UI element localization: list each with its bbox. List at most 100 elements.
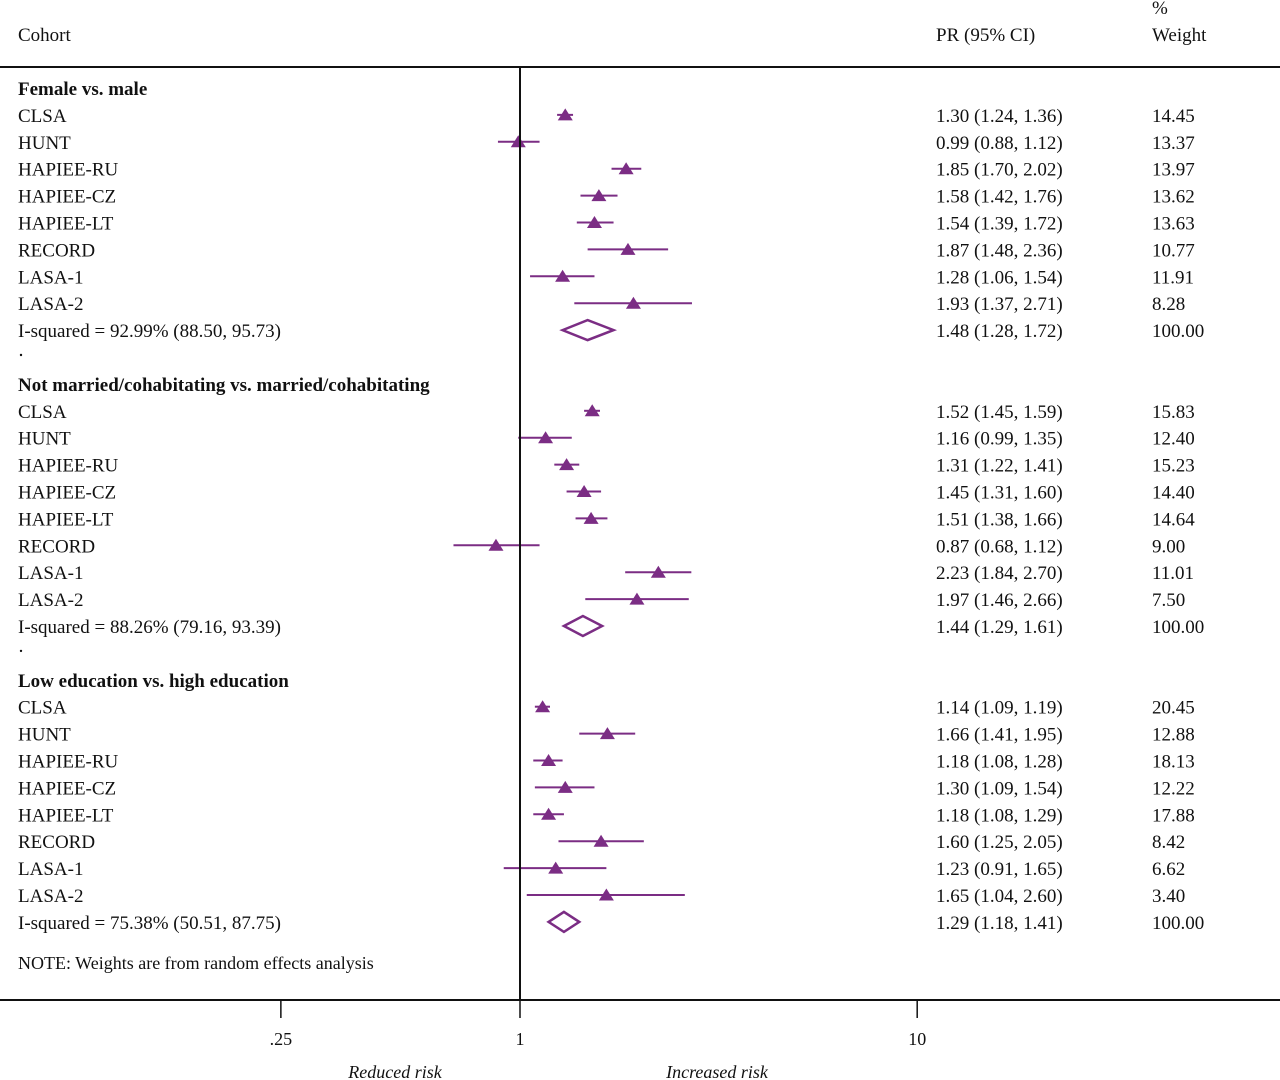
study-pr-ci: 1.87 (1.48, 2.36): [936, 240, 1063, 261]
study-label: LASA-1: [18, 267, 83, 288]
point-estimate-marker: [557, 108, 573, 121]
study-pr-ci: 1.23 (0.91, 1.65): [936, 859, 1063, 880]
point-estimate-marker: [541, 807, 557, 820]
study-pr-ci: 1.52 (1.45, 1.59): [936, 402, 1063, 423]
study-pr-ci: 1.30 (1.24, 1.36): [936, 106, 1063, 127]
study-weight: 14.45: [1152, 106, 1195, 127]
study-weight: 13.63: [1152, 214, 1195, 235]
study-pr-ci: 1.65 (1.04, 2.60): [936, 886, 1063, 907]
study-weight: 6.62: [1152, 859, 1185, 880]
study-pr-ci: 1.31 (1.22, 1.41): [936, 456, 1063, 477]
study-weight: 12.22: [1152, 778, 1195, 799]
study-weight: 14.64: [1152, 509, 1195, 530]
overall-weight: 100.00: [1152, 321, 1204, 342]
study-label: HAPIEE-RU: [18, 456, 119, 477]
pooled-estimate-diamond: [561, 614, 605, 638]
header-weight-percent: %: [1152, 0, 1168, 19]
group-header: Low education vs. high education: [18, 671, 289, 692]
study-label: HUNT: [18, 429, 71, 450]
point-estimate-marker: [629, 592, 645, 605]
overall-pr-ci: 1.44 (1.29, 1.61): [936, 617, 1063, 638]
point-estimate-marker: [598, 888, 614, 901]
study-label: HUNT: [18, 725, 71, 746]
study-pr-ci: 1.18 (1.08, 1.28): [936, 752, 1063, 773]
point-estimate-marker: [591, 189, 607, 202]
study-label: HAPIEE-LT: [18, 509, 114, 530]
point-estimate-marker: [625, 296, 641, 309]
study-pr-ci: 0.87 (0.68, 1.12): [936, 536, 1063, 557]
study-weight: 11.01: [1152, 563, 1194, 584]
study-label: HAPIEE-CZ: [18, 778, 116, 799]
study-weight: 9.00: [1152, 536, 1185, 557]
heterogeneity-label: I-squared = 88.26% (79.16, 93.39): [18, 617, 281, 638]
study-label: HAPIEE-CZ: [18, 483, 116, 504]
x-tick-label: 10: [908, 1029, 926, 1049]
study-label: LASA-2: [18, 590, 83, 611]
point-estimate-marker: [620, 242, 636, 255]
point-estimate-marker: [538, 431, 554, 444]
study-pr-ci: 1.18 (1.08, 1.29): [936, 805, 1063, 826]
study-label: HAPIEE-LT: [18, 805, 114, 826]
group-header: Female vs. male: [18, 79, 147, 100]
pooled-estimate-diamond: [559, 318, 618, 342]
study-weight: 12.40: [1152, 429, 1195, 450]
study-weight: 13.97: [1152, 160, 1195, 181]
overall-pr-ci: 1.48 (1.28, 1.72): [936, 321, 1063, 342]
study-label: RECORD: [18, 832, 95, 853]
study-weight: 10.77: [1152, 240, 1195, 261]
study-weight: 12.88: [1152, 725, 1195, 746]
heterogeneity-label: I-squared = 75.38% (50.51, 87.75): [18, 913, 281, 934]
study-label: HAPIEE-LT: [18, 214, 114, 235]
study-label: CLSA: [18, 106, 67, 127]
point-estimate-marker: [548, 861, 564, 874]
point-estimate-marker: [555, 269, 571, 282]
study-weight: 15.23: [1152, 456, 1195, 477]
pooled-estimate-diamond: [546, 910, 582, 934]
study-label: RECORD: [18, 240, 95, 261]
point-estimate-marker: [593, 834, 609, 847]
point-estimate-marker: [541, 754, 557, 766]
study-label: HUNT: [18, 133, 71, 154]
note-text: NOTE: Weights are from random effects an…: [18, 953, 374, 973]
point-estimate-marker: [583, 511, 599, 524]
heterogeneity-label: I-squared = 92.99% (88.50, 95.73): [18, 321, 281, 342]
separator-dot: [19, 649, 23, 653]
point-estimate-marker: [576, 485, 592, 497]
study-weight: 8.42: [1152, 832, 1185, 853]
study-pr-ci: 1.14 (1.09, 1.19): [936, 698, 1063, 719]
study-weight: 20.45: [1152, 698, 1195, 719]
study-weight: 13.37: [1152, 133, 1195, 154]
study-label: CLSA: [18, 698, 67, 719]
study-pr-ci: 0.99 (0.88, 1.12): [936, 133, 1063, 154]
point-estimate-marker: [650, 565, 666, 578]
point-estimate-marker: [559, 458, 575, 471]
point-estimate-marker: [599, 727, 615, 740]
study-weight: 13.62: [1152, 187, 1195, 208]
separator-dot: [19, 353, 23, 357]
study-weight: 14.40: [1152, 483, 1195, 504]
study-label: HAPIEE-CZ: [18, 187, 116, 208]
study-pr-ci: 1.93 (1.37, 2.71): [936, 294, 1063, 315]
study-pr-ci: 1.85 (1.70, 2.02): [936, 160, 1063, 181]
x-tick-label: .25: [270, 1029, 293, 1049]
study-pr-ci: 2.23 (1.84, 2.70): [936, 563, 1063, 584]
point-estimate-marker: [584, 404, 600, 417]
increased-risk-label: Increased risk: [665, 1062, 769, 1080]
study-pr-ci: 1.97 (1.46, 2.66): [936, 590, 1063, 611]
study-pr-ci: 1.30 (1.09, 1.54): [936, 778, 1063, 799]
study-pr-ci: 1.51 (1.38, 1.66): [936, 509, 1063, 530]
study-weight: 11.91: [1152, 267, 1194, 288]
study-weight: 7.50: [1152, 590, 1185, 611]
point-estimate-marker: [618, 162, 634, 175]
study-label: CLSA: [18, 402, 67, 423]
study-label: LASA-2: [18, 886, 83, 907]
header-weight: Weight: [1152, 25, 1207, 46]
study-label: LASA-2: [18, 294, 83, 315]
plot-layer: Female vs. male CLSA 1.30 (1.24, 1.36) 14.4…: [18, 67, 1204, 1049]
overall-weight: 100.00: [1152, 913, 1204, 934]
study-label: HAPIEE-RU: [18, 160, 119, 181]
group-header: Not married/cohabitating vs. married/coh…: [18, 375, 430, 396]
study-pr-ci: 1.45 (1.31, 1.60): [936, 483, 1063, 504]
study-weight: 18.13: [1152, 752, 1195, 773]
